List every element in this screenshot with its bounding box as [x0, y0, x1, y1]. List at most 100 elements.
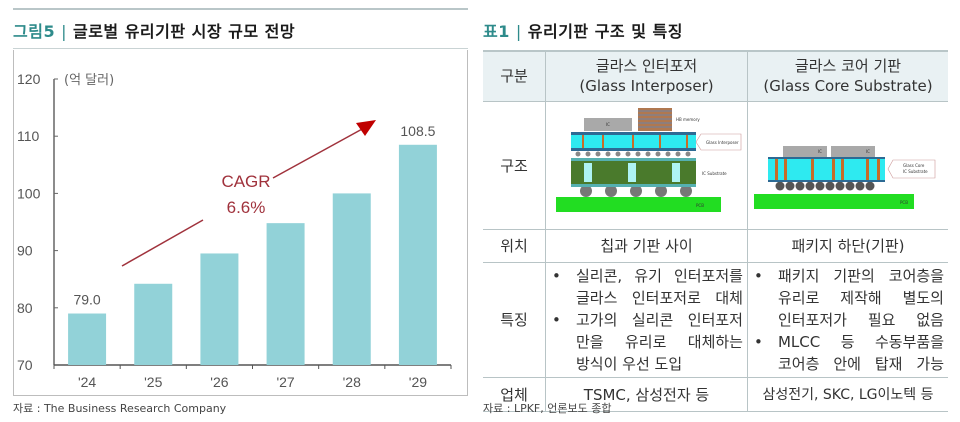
glass-interposer-diagram: PCB IC Substrate — [556, 108, 742, 212]
feature-item: • 실리콘, 유기 인터포저를 글라스 인터포저로 대체 — [550, 265, 743, 309]
cagr-arrow-line — [272, 127, 365, 179]
bar-28 — [332, 193, 371, 365]
bar-25 — [134, 283, 173, 365]
table-heading: 표1 | 유리기판 구조 및 특징 — [483, 18, 683, 42]
row-label: 업체 — [483, 377, 546, 412]
table-source: 자료 : LPKF, 언론보도 종합 — [483, 402, 612, 415]
figure-source: 자료 : The Business Research Company — [13, 402, 227, 415]
bar-27 — [266, 223, 305, 365]
feature-line: 패키지 기판의 코어층을 — [777, 266, 944, 285]
y-tick-label: 120 — [17, 71, 41, 87]
table-panel: 표1 | 유리기판 구조 및 특징 구분 글라스 인터포저 (Glass Inter… — [483, 0, 948, 422]
top-divider — [13, 8, 468, 10]
svg-text:IC: IC — [818, 149, 822, 154]
figure-title: 글로벌 유리기판 시장 규모 전망 — [72, 22, 296, 41]
feature-line: 코어층 안에 탑재 가능 — [777, 354, 944, 373]
feature-item: • 고가의 실리콘 인터포저 만을 유리로 대체하는 방식이 우선 도입 — [550, 309, 743, 375]
header-category: 구분 — [483, 50, 546, 102]
data-label-first: 79.0 — [73, 292, 100, 308]
bar-24 — [68, 313, 107, 365]
feature-line: 만을 유리로 대체하는 — [576, 332, 743, 351]
feature-line: 고가의 실리콘 인터포저 — [576, 310, 743, 329]
figure-heading: 그림5 | 글로벌 유리기판 시장 규모 전망 — [13, 18, 295, 42]
data-label-last: 108.5 — [400, 123, 435, 139]
x-tick-label: '26 — [210, 374, 228, 390]
solder-balls — [775, 181, 875, 191]
table-row-structure: 구조 PCB — [483, 101, 948, 230]
header-label: 구분 — [500, 67, 528, 86]
figure-number: 그림5 — [13, 22, 56, 41]
feature-list: • 실리콘, 유기 인터포저를 글라스 인터포저로 대체 • 고가의 실리콘 인… — [546, 263, 747, 377]
cagr-value: 6.6% — [227, 198, 266, 217]
header-label-english: (Glass Core Substrate) — [763, 77, 933, 96]
heading-separator: | — [515, 22, 522, 41]
header-glass-interposer: 글라스 인터포저 (Glass Interposer) — [545, 50, 748, 102]
table-number: 표1 — [483, 22, 510, 41]
feature-line: MLCC 등 수동부품을 — [777, 332, 944, 351]
y-axis-unit-label: (억 달러) — [64, 73, 114, 88]
svg-text:HB memory: HB memory — [676, 117, 700, 122]
svg-text:PCB: PCB — [900, 200, 908, 205]
bullet-icon: • — [552, 310, 561, 329]
table-row-companies: 업체 TSMC, 삼성전자 등 삼성전기, SKC, LG이노텍 등 — [483, 377, 948, 412]
svg-text:IC: IC — [866, 149, 870, 154]
core-companies: 삼성전기, SKC, LG이노텍 등 — [746, 377, 948, 412]
arrow-head-icon — [356, 120, 376, 136]
table-title: 유리기판 구조 및 특징 — [527, 22, 683, 41]
row-label: 위치 — [483, 229, 546, 263]
table-header-row: 구분 글라스 인터포저 (Glass Interposer) 글라스 코어 기판… — [483, 50, 948, 102]
svg-text:Glass Interposer: Glass Interposer — [706, 140, 739, 145]
feature-line: 실리콘, 유기 인터포저를 — [576, 266, 743, 285]
x-tick-label: '28 — [343, 374, 361, 390]
heading-separator: | — [61, 22, 67, 41]
interposer-structure-cell: PCB IC Substrate — [545, 101, 748, 230]
table-row-position: 위치 칩과 기판 사이 패키지 하단(기판) — [483, 229, 948, 263]
bar-26 — [200, 253, 239, 365]
figure-panel: 그림5 | 글로벌 유리기판 시장 규모 전망 70 80 90 100 110 120 (억 … — [13, 0, 468, 422]
interposer-features: • 실리콘, 유기 인터포저를 글라스 인터포저로 대체 • 고가의 실리콘 인… — [545, 262, 748, 378]
svg-text:IC Substrate: IC Substrate — [702, 171, 727, 176]
y-tick-label: 110 — [17, 128, 40, 144]
y-tick-label: 90 — [17, 243, 33, 259]
x-tick-label: '29 — [409, 374, 427, 390]
interposer-position: 칩과 기판 사이 — [545, 229, 748, 263]
header-label-korean: 글라스 인터포저 — [595, 57, 698, 76]
feature-list: • 패키지 기판의 코어층을 유리로 제작해 별도의 인터포저가 필요 없음 •… — [748, 263, 948, 377]
glass-core-diagram: PCB Glass Core IC Substrate IC — [753, 146, 936, 209]
y-tick-label: 80 — [17, 300, 33, 316]
bar-29 — [398, 144, 437, 365]
core-position: 패키지 하단(기판) — [746, 229, 948, 263]
svg-text:Glass Core: Glass Core — [903, 163, 925, 168]
bullet-icon: • — [753, 332, 763, 351]
feature-item: • 패키지 기판의 코어층을 유리로 제작해 별도의 인터포저가 필요 없음 — [752, 265, 944, 331]
bullet-icon: • — [753, 266, 763, 285]
y-tick-label: 100 — [17, 185, 41, 201]
bar-chart: 70 80 90 100 110 120 (억 달러) '24 '25 '26 '27 '28 '29 7… — [17, 71, 452, 390]
feature-item: • MLCC 등 수동부품을 코어층 안에 탑재 가능 — [752, 331, 944, 375]
feature-line: 유리로 제작해 별도의 — [777, 288, 944, 307]
svg-text:PCB: PCB — [696, 203, 704, 208]
feature-line: 인터포저가 필요 없음 — [777, 310, 944, 329]
svg-text:IC: IC — [606, 122, 610, 127]
heading-divider — [13, 48, 468, 49]
row-label: 구조 — [483, 101, 546, 230]
cagr-label: CAGR — [221, 172, 270, 191]
solder-balls — [580, 185, 693, 197]
core-features: • 패키지 기판의 코어층을 유리로 제작해 별도의 인터포저가 필요 없음 •… — [746, 262, 948, 378]
cagr-arrow-line — [121, 219, 204, 267]
feature-line: 방식이 우선 도입 — [576, 354, 683, 373]
header-glass-core: 글라스 코어 기판 (Glass Core Substrate) — [746, 50, 948, 102]
x-tick-label: '27 — [276, 374, 294, 390]
x-tick-label: '25 — [144, 374, 162, 390]
x-tick-label: '24 — [78, 374, 96, 390]
header-label-english: (Glass Interposer) — [579, 77, 714, 96]
interposer-companies: TSMC, 삼성전자 등 — [545, 377, 748, 412]
comparison-table: 구분 글라스 인터포저 (Glass Interposer) 글라스 코어 기판… — [483, 50, 948, 412]
header-label-korean: 글라스 코어 기판 — [794, 57, 902, 76]
y-tick-label: 70 — [17, 357, 33, 373]
table-row-features: 특징 • 실리콘, 유기 인터포저를 글라스 인터포저로 대체 • 고가의 실리… — [483, 262, 948, 378]
svg-text:IC Substrate: IC Substrate — [903, 169, 928, 174]
feature-line: 글라스 인터포저로 대체 — [576, 288, 743, 307]
row-label: 특징 — [483, 262, 546, 378]
core-structure-cell: PCB Glass Core IC Substrate IC — [746, 101, 948, 230]
